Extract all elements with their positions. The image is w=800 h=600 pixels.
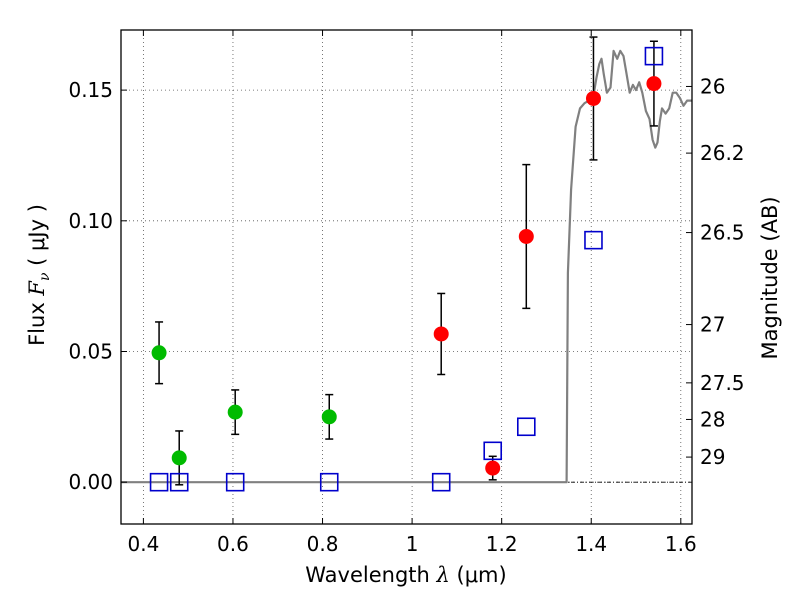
y-tick-label: 0.15 <box>68 78 113 102</box>
plot-frame <box>120 29 693 525</box>
red-detections-point <box>585 90 601 106</box>
model-photometry-point <box>225 472 245 492</box>
model-photometry-point <box>169 472 189 492</box>
magnitude-tick-label: 26 <box>700 74 725 98</box>
model-photometry-point <box>431 472 451 492</box>
red-detections-point <box>646 76 662 92</box>
red-detections-point <box>485 460 501 476</box>
magnitude-tick-label: 27.5 <box>700 371 745 395</box>
green-detections-point <box>151 345 167 361</box>
x-tick-label: 0.6 <box>217 532 249 556</box>
magnitude-tick-labels: 26 26.2 26.5 27 27.5 28 29 <box>700 74 745 469</box>
magnitude-tick-label: 28 <box>700 407 725 431</box>
y-axis-label: Flux Fν ( μJy ) <box>25 204 53 346</box>
red-detections-point <box>518 228 534 244</box>
green-detections-point <box>171 450 187 466</box>
spectrum-line <box>121 49 692 484</box>
y-tick-labels: 0.00 0.05 0.10 0.15 <box>68 78 113 494</box>
model-spectrum <box>121 49 692 484</box>
x-tick-label: 1.4 <box>575 532 607 556</box>
magnitude-tick-label: 26.2 <box>700 141 745 165</box>
green-detections-point <box>321 409 337 425</box>
grid <box>121 30 692 524</box>
model-photometry-point <box>483 441 503 461</box>
y-tick-label: 0.00 <box>68 470 113 494</box>
x-tick-label: 0.4 <box>127 532 159 556</box>
x-tick-labels: 0.4 0.6 0.8 1 1.2 1.4 1.6 <box>127 532 696 556</box>
x-tick-label: 1.2 <box>486 532 518 556</box>
x-tick-label: 1 <box>406 532 419 556</box>
model-photometry-point <box>149 472 169 492</box>
model-photometry-point <box>319 472 339 492</box>
red-detections-point <box>433 326 449 342</box>
magnitude-tick-label: 27 <box>700 313 725 337</box>
green-detections-point <box>227 404 243 420</box>
x-axis-label: Wavelength λ (μm) <box>305 563 506 587</box>
data-markers <box>149 46 664 492</box>
axis-ticks <box>121 30 692 524</box>
magnitude-tick-label: 26.5 <box>700 221 745 245</box>
model-photometry-point <box>584 230 603 250</box>
x-tick-label: 0.8 <box>307 532 339 556</box>
model-photometry-point <box>644 46 664 66</box>
y-tick-label: 0.10 <box>68 209 113 233</box>
x-tick-label: 1.6 <box>665 532 697 556</box>
magnitude-axis-label: Magnitude (AB) <box>758 196 782 359</box>
model-photometry-point <box>516 417 536 437</box>
magnitude-tick-label: 29 <box>700 445 725 469</box>
y-tick-label: 0.05 <box>68 339 113 363</box>
